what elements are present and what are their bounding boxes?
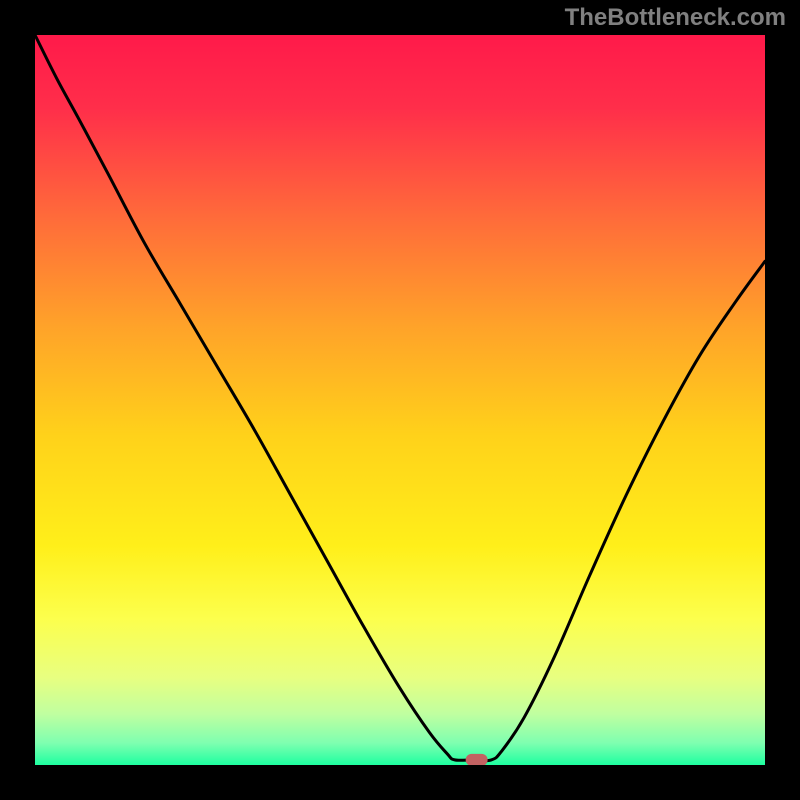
- bottleneck-chart: [0, 0, 800, 800]
- chart-frame: [0, 765, 800, 800]
- chart-frame: [765, 0, 800, 800]
- watermark-text: TheBottleneck.com: [565, 4, 786, 32]
- chart-background: [35, 35, 765, 765]
- chart-container: TheBottleneck.com: [0, 0, 800, 800]
- optimal-point-marker: [466, 754, 488, 766]
- chart-frame: [0, 0, 35, 800]
